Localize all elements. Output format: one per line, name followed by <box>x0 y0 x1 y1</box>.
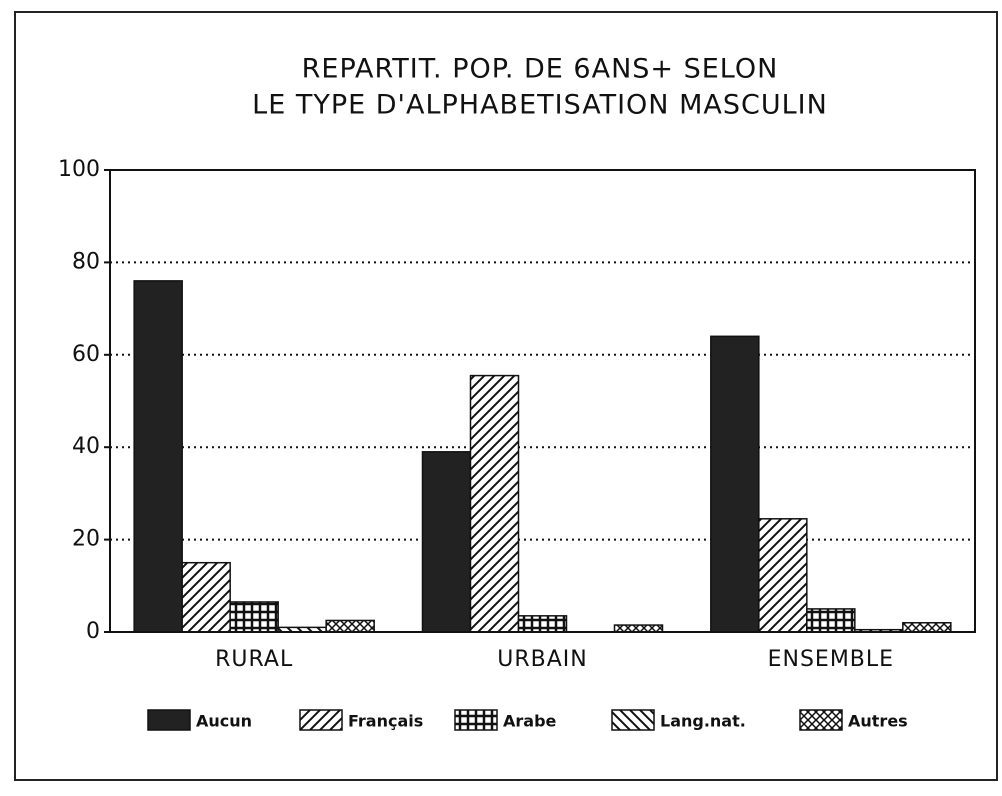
frame <box>14 11 998 781</box>
y-tick-label: 100 <box>58 157 100 182</box>
legend-swatch <box>299 709 343 731</box>
bar <box>613 624 664 633</box>
x-tick-label: URBAIN <box>497 647 587 672</box>
legend-label: Autres <box>848 712 908 731</box>
bar <box>325 619 375 633</box>
bar <box>469 374 520 633</box>
bar <box>902 622 952 633</box>
chart-title: LE TYPE D'ALPHABETISATION MASCULIN <box>252 90 828 121</box>
legend-label: Français <box>348 712 423 731</box>
bar <box>710 335 760 633</box>
bar <box>806 608 856 633</box>
legend-label: Lang.nat. <box>660 712 746 731</box>
legend-label: Arabe <box>503 712 557 731</box>
chart-title: REPARTIT. POP. DE 6ANS+ SELON <box>302 54 779 85</box>
legend-label: Aucun <box>196 712 252 731</box>
plot-border <box>109 169 976 633</box>
legend-swatch <box>799 709 843 731</box>
y-tick-label: 60 <box>72 342 100 367</box>
y-tick-label: 40 <box>72 434 100 459</box>
legend-swatch <box>147 709 191 731</box>
bar <box>421 451 472 633</box>
bar <box>181 561 231 633</box>
bar <box>133 280 183 633</box>
y-tick-label: 20 <box>72 527 100 552</box>
bar <box>758 518 808 633</box>
legend-swatch <box>611 709 655 731</box>
plot <box>104 169 975 633</box>
y-tick-label: 80 <box>72 249 100 274</box>
legend-swatch <box>454 709 498 731</box>
bar <box>517 615 568 633</box>
bar <box>229 601 279 633</box>
x-tick-label: ENSEMBLE <box>768 647 894 672</box>
x-tick-label: RURAL <box>215 647 293 672</box>
y-tick-label: 0 <box>86 619 100 644</box>
